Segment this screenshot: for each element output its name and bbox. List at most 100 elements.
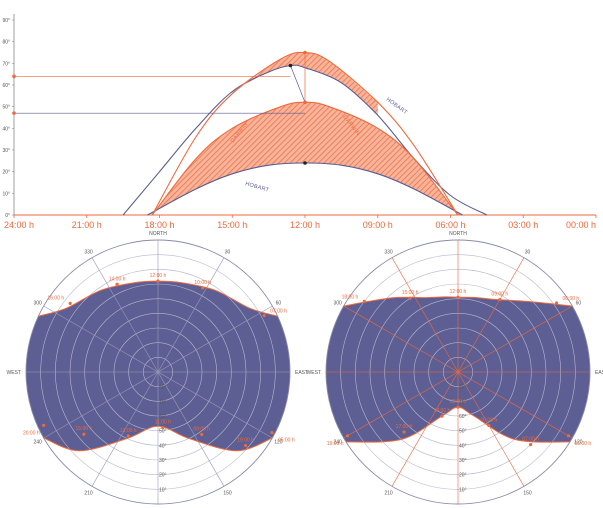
time-marker [440, 414, 444, 418]
bearing-label: 330 [84, 250, 93, 256]
time-label: 16:00 h [47, 295, 64, 301]
time-marker [126, 434, 130, 438]
x-tick-label: 24:00 h [4, 220, 34, 230]
compass-label: EAST [295, 370, 308, 376]
time-marker [566, 434, 571, 438]
time-label: 09:00 h [193, 426, 210, 432]
bearing-label: 120 [274, 440, 283, 446]
bearing-label: 120 [574, 440, 583, 446]
series-label: HOBART [244, 181, 270, 194]
y-tick-label: 70° [2, 61, 10, 67]
bearing-label: 30 [225, 250, 231, 256]
time-marker [456, 295, 460, 299]
time-marker [456, 405, 460, 409]
compass-label: NORTH [149, 231, 167, 237]
time-marker [402, 430, 406, 434]
time-marker [362, 299, 366, 303]
altitude-label: 30° [459, 458, 467, 464]
time-marker [201, 286, 205, 290]
data-point [12, 74, 16, 79]
time-marker [345, 434, 350, 438]
time-label: 09:00 h [491, 292, 508, 298]
altitude-label: 40° [459, 443, 467, 449]
bearing-label: 60 [276, 301, 282, 307]
time-marker [200, 432, 204, 437]
time-label: 05:00 h [278, 438, 295, 444]
data-point [12, 111, 16, 115]
bearing-line [43, 305, 159, 373]
y-tick-label: 30° [2, 148, 10, 154]
bearing-line [457, 371, 573, 439]
time-label: 10:00 h [480, 417, 497, 423]
time-marker [115, 282, 119, 286]
altitude-label: 80° [159, 385, 167, 391]
y-tick-label: 60° [2, 83, 10, 89]
bearing-label: 60 [576, 301, 582, 307]
x-tick-label: 18:00 h [144, 220, 174, 230]
bearing-label: 210 [84, 490, 93, 496]
compass-label: EAST [595, 370, 603, 376]
noon-marker-link [290, 65, 306, 103]
time-label: 13:00 h [120, 428, 137, 434]
bearing-line [457, 371, 525, 487]
bearing-line [43, 371, 159, 439]
y-tick-label: 10° [2, 191, 10, 197]
bearing-line [157, 371, 225, 487]
altitude-label: 70° [459, 399, 467, 405]
bearing-label: 240 [33, 440, 42, 446]
y-tick-label: 20° [2, 170, 10, 176]
time-marker [82, 432, 86, 436]
time-label: 20:00 h [23, 430, 40, 436]
bearing-label: 330 [384, 250, 393, 256]
altitude-label: 60° [459, 414, 467, 420]
bearing-line [343, 305, 459, 373]
x-tick-label: 03:00 h [508, 220, 538, 230]
bearing-line [157, 371, 273, 439]
compass-label: WEST [7, 370, 21, 376]
time-marker [270, 430, 274, 435]
time-marker [42, 423, 46, 427]
time-label: 12:00 h [450, 399, 467, 405]
x-tick-label: 15:00 h [217, 220, 247, 230]
altitude-label: 40° [159, 443, 167, 449]
bearing-line [391, 257, 459, 373]
time-marker [68, 301, 72, 305]
time-label: 10:00 h [194, 280, 211, 286]
bearing-label: 30 [525, 250, 531, 256]
y-tick-label: 0° [5, 213, 10, 219]
bearing-label: 150 [223, 490, 232, 496]
altitude-label: 20° [459, 473, 467, 479]
winter-path [43, 425, 273, 452]
time-marker [487, 423, 491, 427]
bearing-line [91, 371, 159, 487]
altitude-label: 10° [459, 487, 467, 493]
x-tick-label: 00:00 h [566, 220, 596, 230]
compass-label: WEST [307, 370, 321, 376]
altitude-label: 20° [159, 473, 167, 479]
x-tick-label: 21:00 h [72, 220, 102, 230]
time-marker [498, 298, 502, 302]
x-tick-label: 09:00 h [363, 220, 393, 230]
time-marker [554, 301, 559, 305]
altitude-label: 60° [159, 414, 167, 420]
bearing-line [91, 257, 159, 373]
time-label: 14:00 h [434, 408, 451, 414]
time-marker [528, 442, 533, 447]
data-point [303, 161, 307, 165]
sun-path-polar-darwin: NORTHEASTSOUTHWEST3060120150210240300330… [7, 231, 308, 505]
time-label: 19:00 h [237, 438, 254, 444]
bearing-line [157, 257, 225, 373]
x-tick-label: 12:00 h [290, 220, 320, 230]
time-marker [161, 425, 165, 430]
x-tick-label: 06:00 h [435, 220, 465, 230]
darwin-hobart-summer-band [232, 52, 378, 116]
time-marker [244, 443, 248, 448]
time-label: 15:00 h [76, 426, 93, 432]
darwin-hobart-winter-band [147, 102, 463, 215]
bearing-line [457, 257, 525, 373]
time-marker [156, 279, 160, 283]
time-label: 14:00 h [109, 276, 126, 282]
bearing-line [157, 305, 273, 373]
time-label: 06:00 h [563, 296, 580, 302]
